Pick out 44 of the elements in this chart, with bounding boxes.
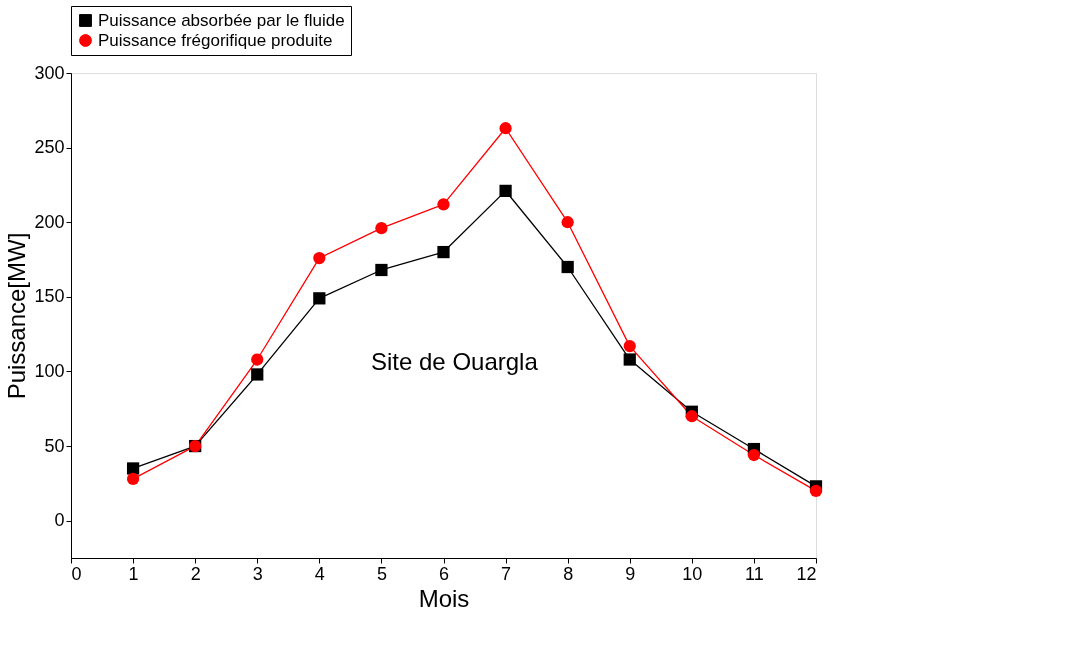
y-tick-label: 100	[34, 360, 65, 381]
point	[126, 472, 140, 486]
legend-label: Puissance frégorifique produite	[98, 30, 333, 50]
point	[313, 292, 326, 305]
x-tick-label: 9	[625, 563, 636, 584]
y-axis-title: Puissance[MW]	[3, 232, 31, 400]
x-tick-label: 7	[501, 563, 512, 584]
point	[809, 484, 823, 497]
point	[251, 368, 264, 381]
x-tick-label: 0	[71, 563, 82, 584]
point	[747, 448, 761, 462]
y-tick-label: 300	[34, 62, 65, 83]
y-tick-label: 50	[44, 435, 65, 456]
x-tick-label: 8	[563, 563, 574, 584]
point	[623, 339, 636, 353]
point	[437, 198, 450, 211]
x-axis-title: Mois	[418, 584, 470, 612]
point	[126, 462, 140, 475]
point	[251, 353, 264, 366]
x-tick-label: 1	[128, 563, 139, 584]
point	[375, 222, 388, 235]
x-tick-label: 5	[376, 563, 387, 584]
point	[685, 410, 698, 423]
x-tick-label: 11	[745, 563, 764, 584]
point	[561, 216, 574, 229]
y-tick-label: 0	[54, 510, 65, 531]
point	[561, 260, 574, 274]
point	[375, 263, 388, 277]
y-tick-label: 200	[34, 211, 65, 232]
x-tick-label: 3	[252, 563, 263, 584]
y-tick-label: 250	[34, 137, 65, 158]
point	[623, 353, 636, 366]
point	[437, 245, 450, 259]
point	[499, 184, 512, 198]
x-tick-label: 6	[438, 563, 450, 584]
point	[313, 251, 326, 265]
y-tick-label: 150	[34, 286, 65, 307]
annotation: Site de Ouargla	[371, 348, 539, 375]
x-tick-label: 10	[682, 563, 703, 584]
x-tick-label: 2	[190, 563, 201, 584]
x-tick-label: 12	[796, 563, 817, 584]
x-tick-label: 4	[314, 563, 325, 584]
legend-label: Puissance absorbée par le fluide	[98, 10, 345, 30]
point	[499, 122, 512, 135]
